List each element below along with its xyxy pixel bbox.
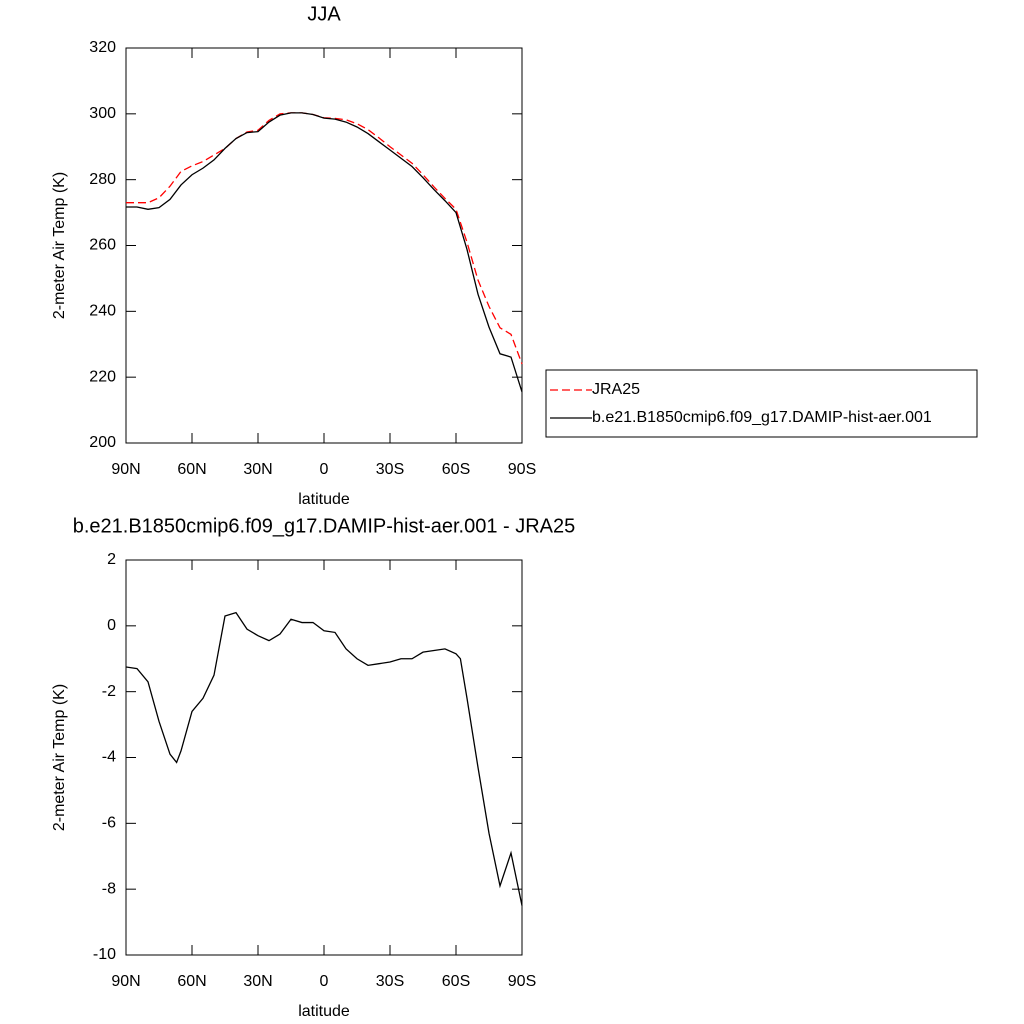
- y-tick-label: 200: [89, 434, 116, 451]
- x-axis-label: latitude: [298, 491, 350, 508]
- x-tick-label: 30N: [243, 461, 272, 478]
- y-tick-label: 280: [89, 171, 116, 188]
- y-tick-label: 2: [107, 551, 116, 568]
- y-tick-label: 240: [89, 303, 116, 320]
- x-tick-label: 90S: [508, 973, 536, 990]
- x-tick-label: 0: [320, 461, 329, 478]
- y-tick-label: -8: [102, 880, 116, 897]
- x-tick-label: 60S: [442, 973, 470, 990]
- plot-frame: [125, 559, 523, 956]
- y-tick-label: 260: [89, 237, 116, 254]
- y-tick-label: -4: [102, 749, 116, 766]
- legend-box: [545, 369, 978, 438]
- chart-title: JJA: [307, 3, 341, 25]
- y-tick-label: -6: [102, 815, 116, 832]
- x-tick-label: 0: [320, 973, 329, 990]
- x-tick-label: 30N: [243, 973, 272, 990]
- plot-frame: [125, 47, 523, 444]
- y-axis-label: 2-meter Air Temp (K): [51, 684, 68, 831]
- legend-label: JRA25: [592, 381, 640, 398]
- data-line: [125, 611, 523, 906]
- y-tick-label: 0: [107, 617, 116, 634]
- x-tick-label: 90N: [111, 461, 140, 478]
- y-tick-label: 320: [89, 39, 116, 56]
- y-tick-label: 220: [89, 368, 116, 385]
- y-tick-label: -2: [102, 683, 116, 700]
- x-axis-label: latitude: [298, 1003, 350, 1020]
- x-tick-label: 90N: [111, 973, 140, 990]
- data-line: [126, 112, 523, 393]
- y-axis-label: 2-meter Air Temp (K): [51, 172, 68, 319]
- y-tick-label: -10: [93, 946, 116, 963]
- legend-label: b.e21.B1850cmip6.f09_g17.DAMIP-hist-aer.…: [592, 409, 932, 426]
- x-tick-label: 60S: [442, 461, 470, 478]
- x-tick-label: 90S: [508, 461, 536, 478]
- chart-title: b.e21.B1850cmip6.f09_g17.DAMIP-hist-aer.…: [73, 515, 576, 537]
- x-tick-label: 30S: [376, 461, 404, 478]
- x-tick-label: 60N: [177, 461, 206, 478]
- y-tick-label: 300: [89, 105, 116, 122]
- x-tick-label: 30S: [376, 973, 404, 990]
- x-tick-label: 60N: [177, 973, 206, 990]
- data-line: [126, 112, 523, 365]
